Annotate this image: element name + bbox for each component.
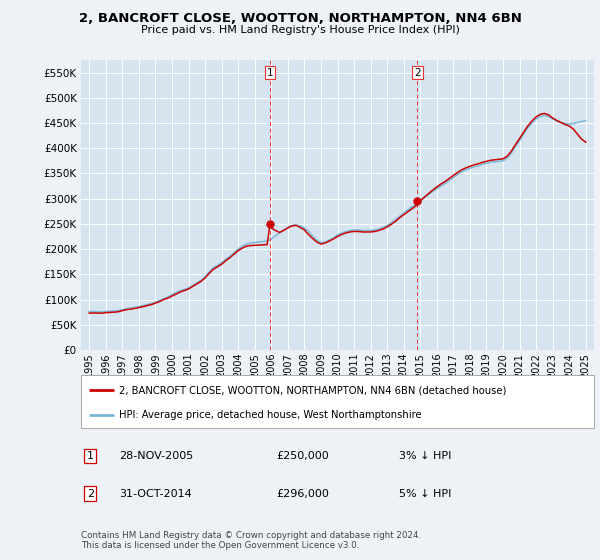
Text: Contains HM Land Registry data © Crown copyright and database right 2024.
This d: Contains HM Land Registry data © Crown c… xyxy=(81,531,421,550)
Text: 1: 1 xyxy=(266,68,273,77)
Text: 1: 1 xyxy=(87,451,94,461)
Text: 3% ↓ HPI: 3% ↓ HPI xyxy=(399,451,451,461)
Text: 2, BANCROFT CLOSE, WOOTTON, NORTHAMPTON, NN4 6BN: 2, BANCROFT CLOSE, WOOTTON, NORTHAMPTON,… xyxy=(79,12,521,25)
Text: 2: 2 xyxy=(414,68,421,77)
Text: 5% ↓ HPI: 5% ↓ HPI xyxy=(399,489,451,499)
Text: 2: 2 xyxy=(86,489,94,499)
Text: £296,000: £296,000 xyxy=(276,489,329,499)
Text: HPI: Average price, detached house, West Northamptonshire: HPI: Average price, detached house, West… xyxy=(119,409,422,419)
Text: £250,000: £250,000 xyxy=(276,451,329,461)
Text: Price paid vs. HM Land Registry's House Price Index (HPI): Price paid vs. HM Land Registry's House … xyxy=(140,25,460,35)
Text: 31-OCT-2014: 31-OCT-2014 xyxy=(119,489,192,499)
Text: 28-NOV-2005: 28-NOV-2005 xyxy=(119,451,194,461)
Text: 2, BANCROFT CLOSE, WOOTTON, NORTHAMPTON, NN4 6BN (detached house): 2, BANCROFT CLOSE, WOOTTON, NORTHAMPTON,… xyxy=(119,385,507,395)
